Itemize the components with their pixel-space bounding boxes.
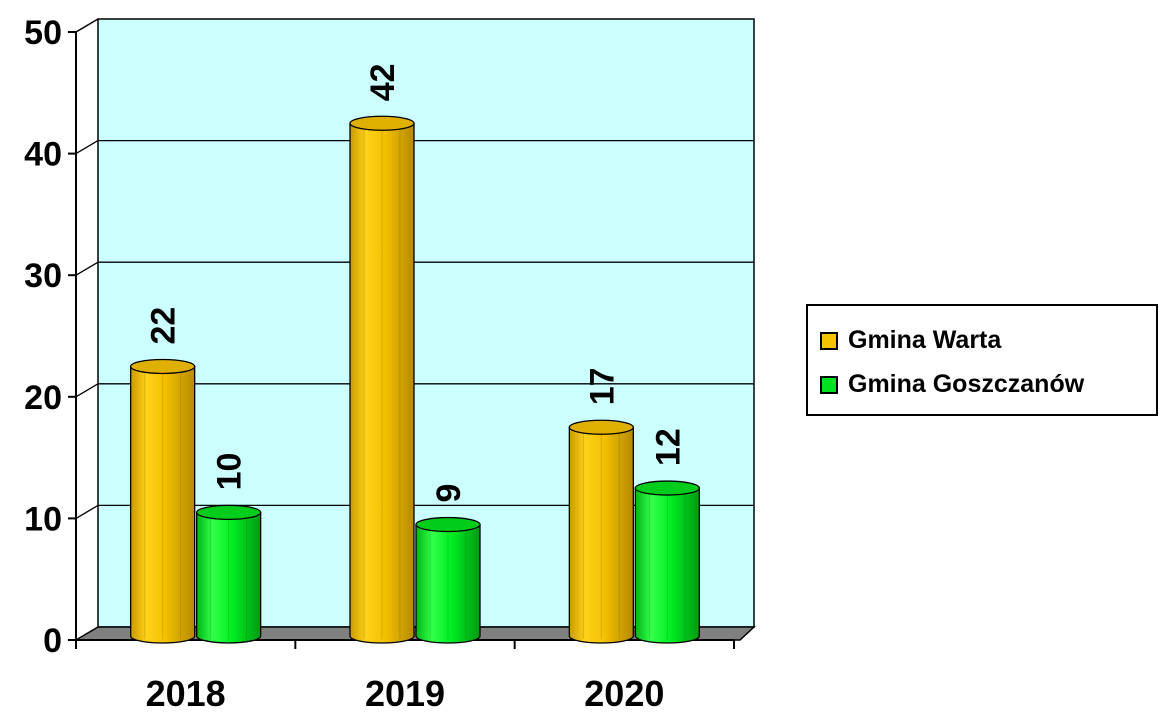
bar xyxy=(415,516,481,644)
legend-item-series-1: Gmina Warta xyxy=(820,326,1001,355)
y-tick-label: 40 xyxy=(24,136,62,174)
gridline-side xyxy=(75,504,99,519)
y-tick-label: 0 xyxy=(43,622,62,660)
bar-body xyxy=(415,523,481,644)
legend: Gmina Warta Gmina Goszczanów xyxy=(806,304,1158,416)
x-category-label: 2018 xyxy=(146,673,226,714)
bar xyxy=(349,115,415,644)
y-tick-label: 20 xyxy=(24,379,62,417)
data-label: 42 xyxy=(364,63,402,101)
bar-top xyxy=(130,358,196,375)
bar-body xyxy=(196,511,262,644)
bar xyxy=(634,480,700,644)
gridline-side xyxy=(75,140,99,155)
y-tick-label: 50 xyxy=(24,14,62,52)
data-label: 17 xyxy=(583,367,621,405)
x-category-label: 2019 xyxy=(365,673,445,714)
legend-item-series-2: Gmina Goszczanów xyxy=(820,370,1084,399)
gridline-side xyxy=(75,383,99,398)
x-category-label: 2020 xyxy=(584,673,664,714)
legend-label-series-2: Gmina Goszczanów xyxy=(848,370,1085,398)
y-tick-label: 10 xyxy=(24,500,62,538)
legend-swatch-series-1 xyxy=(820,331,838,350)
bar xyxy=(568,419,634,644)
bar-body xyxy=(349,122,415,644)
bar-body xyxy=(634,487,700,644)
bar xyxy=(196,504,262,644)
bar-top xyxy=(415,516,481,533)
bar-top xyxy=(349,115,415,131)
y-tick-label: 30 xyxy=(24,257,62,295)
side-wall-top xyxy=(75,18,99,33)
data-label: 9 xyxy=(430,484,468,503)
bar-top xyxy=(634,480,700,496)
data-label: 12 xyxy=(649,428,687,466)
bar-top xyxy=(196,504,262,521)
bar-top xyxy=(568,419,634,435)
bar-body xyxy=(130,365,196,644)
bar-body xyxy=(568,426,634,644)
data-label: 22 xyxy=(145,307,183,345)
gridline-side xyxy=(75,261,99,276)
legend-swatch-series-2 xyxy=(820,375,838,394)
legend-label-series-1: Gmina Warta xyxy=(848,326,1002,354)
bar xyxy=(130,358,196,644)
data-label: 10 xyxy=(211,453,249,491)
